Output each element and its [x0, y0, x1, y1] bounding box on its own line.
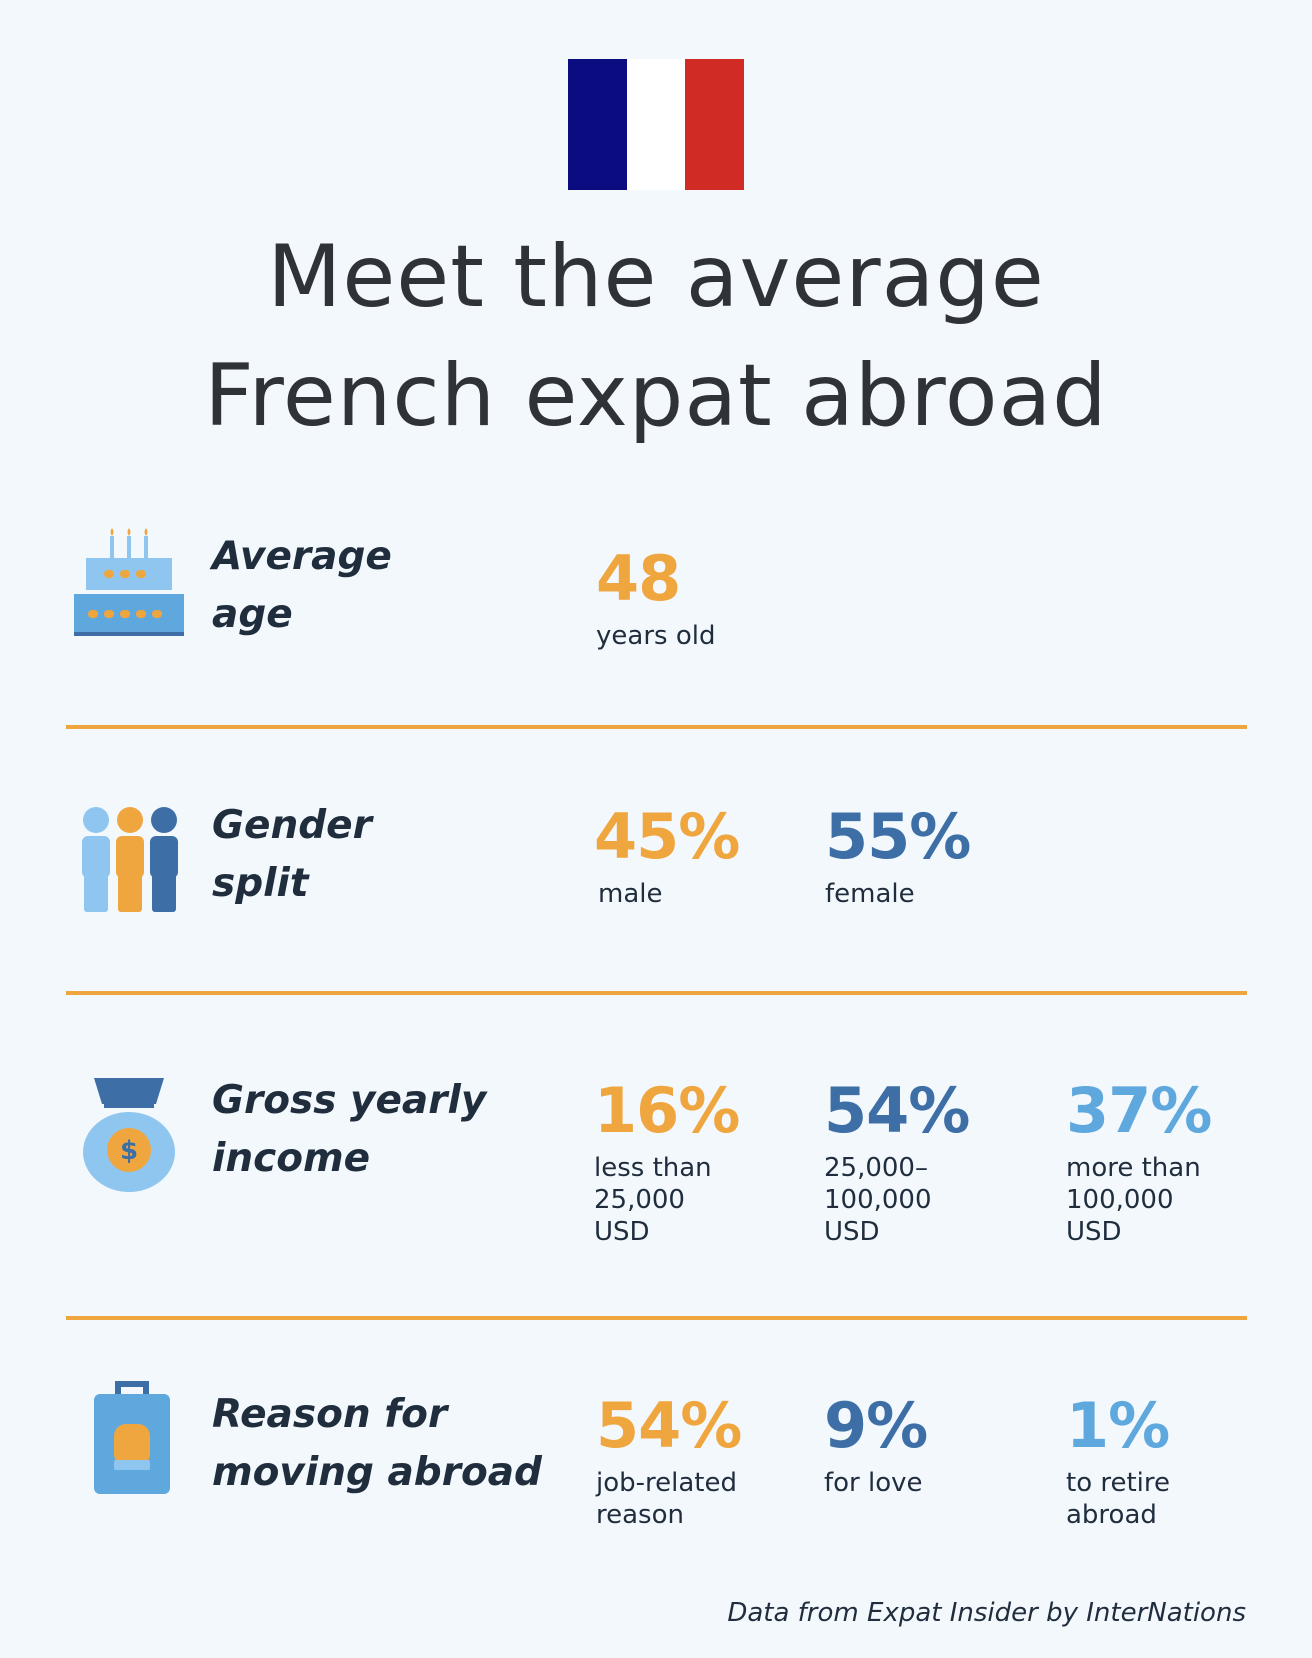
row-label-average-age: Average age [212, 528, 392, 644]
stat-caption: male [598, 879, 663, 909]
row-label-line: split [212, 861, 309, 906]
divider [66, 725, 1247, 729]
stat-caption: years old [596, 621, 716, 651]
suitcase-icon [92, 1380, 172, 1501]
stat-caption: to retire abroad [1066, 1468, 1171, 1530]
money-bag-icon: $ [80, 1076, 178, 1197]
french-flag [568, 59, 745, 190]
page-title-line-2: French expat abroad [204, 346, 1108, 446]
row-label-reason-for-moving: Reason for moving abroad [212, 1386, 542, 1502]
flag-stripe-white [626, 59, 686, 190]
row-label-line: income [212, 1136, 371, 1181]
row-label-line: Gross yearly [212, 1078, 487, 1123]
page-title-line-1: Meet the average [267, 227, 1045, 327]
data-source-note: Data from Expat Insider by InterNations [727, 1598, 1246, 1628]
row-label-line: Gender [212, 803, 372, 848]
people-icon [78, 806, 182, 917]
stat-caption: female [825, 879, 915, 909]
flag-stripe-blue [568, 59, 627, 190]
stat-caption: more than 100,000 USD [1066, 1153, 1201, 1247]
stat-income-low: 16% less than 25,000 USD [594, 1074, 740, 1248]
divider [66, 1316, 1247, 1320]
stat-average-age: 48 years old [596, 548, 715, 652]
stat-gender-male: 45% male [594, 800, 740, 910]
divider [66, 991, 1247, 995]
stat-income-mid: 54% 25,000– 100,000 USD [824, 1074, 970, 1248]
row-label-line: age [212, 592, 293, 637]
stat-value: 55% [825, 800, 971, 873]
row-label-gender-split: Gender split [212, 797, 372, 913]
row-label-line: Reason for [212, 1392, 448, 1437]
stat-caption: job-related reason [596, 1468, 737, 1530]
stat-value: 45% [594, 800, 740, 873]
stat-gender-female: 55% female [825, 800, 971, 910]
flag-stripe-red [685, 59, 745, 190]
stat-value: 16% [594, 1074, 740, 1147]
stat-value: 54% [824, 1074, 970, 1147]
stat-reason-retire: 1% to retire abroad [1066, 1395, 1170, 1531]
stat-reason-love: 9% for love [824, 1389, 928, 1499]
stat-reason-job: 54% job-related reason [596, 1389, 742, 1531]
stat-value: 1% [1066, 1389, 1170, 1462]
stat-caption: less than 25,000 USD [594, 1153, 712, 1247]
row-label-line: Average [212, 534, 392, 579]
stat-caption: 25,000– 100,000 USD [824, 1153, 932, 1247]
stat-value: 48 [596, 542, 681, 615]
stat-caption: for love [824, 1468, 923, 1498]
birthday-cake-icon [72, 524, 186, 645]
row-label-line: moving abroad [212, 1450, 542, 1495]
stat-value: 54% [596, 1389, 742, 1462]
stat-income-high: 37% more than 100,000 USD [1066, 1074, 1212, 1248]
row-label-gross-yearly-income: Gross yearly income [212, 1072, 486, 1188]
stat-value: 37% [1066, 1074, 1212, 1147]
stat-value: 9% [824, 1389, 928, 1462]
svg-text:$: $ [120, 1136, 138, 1166]
